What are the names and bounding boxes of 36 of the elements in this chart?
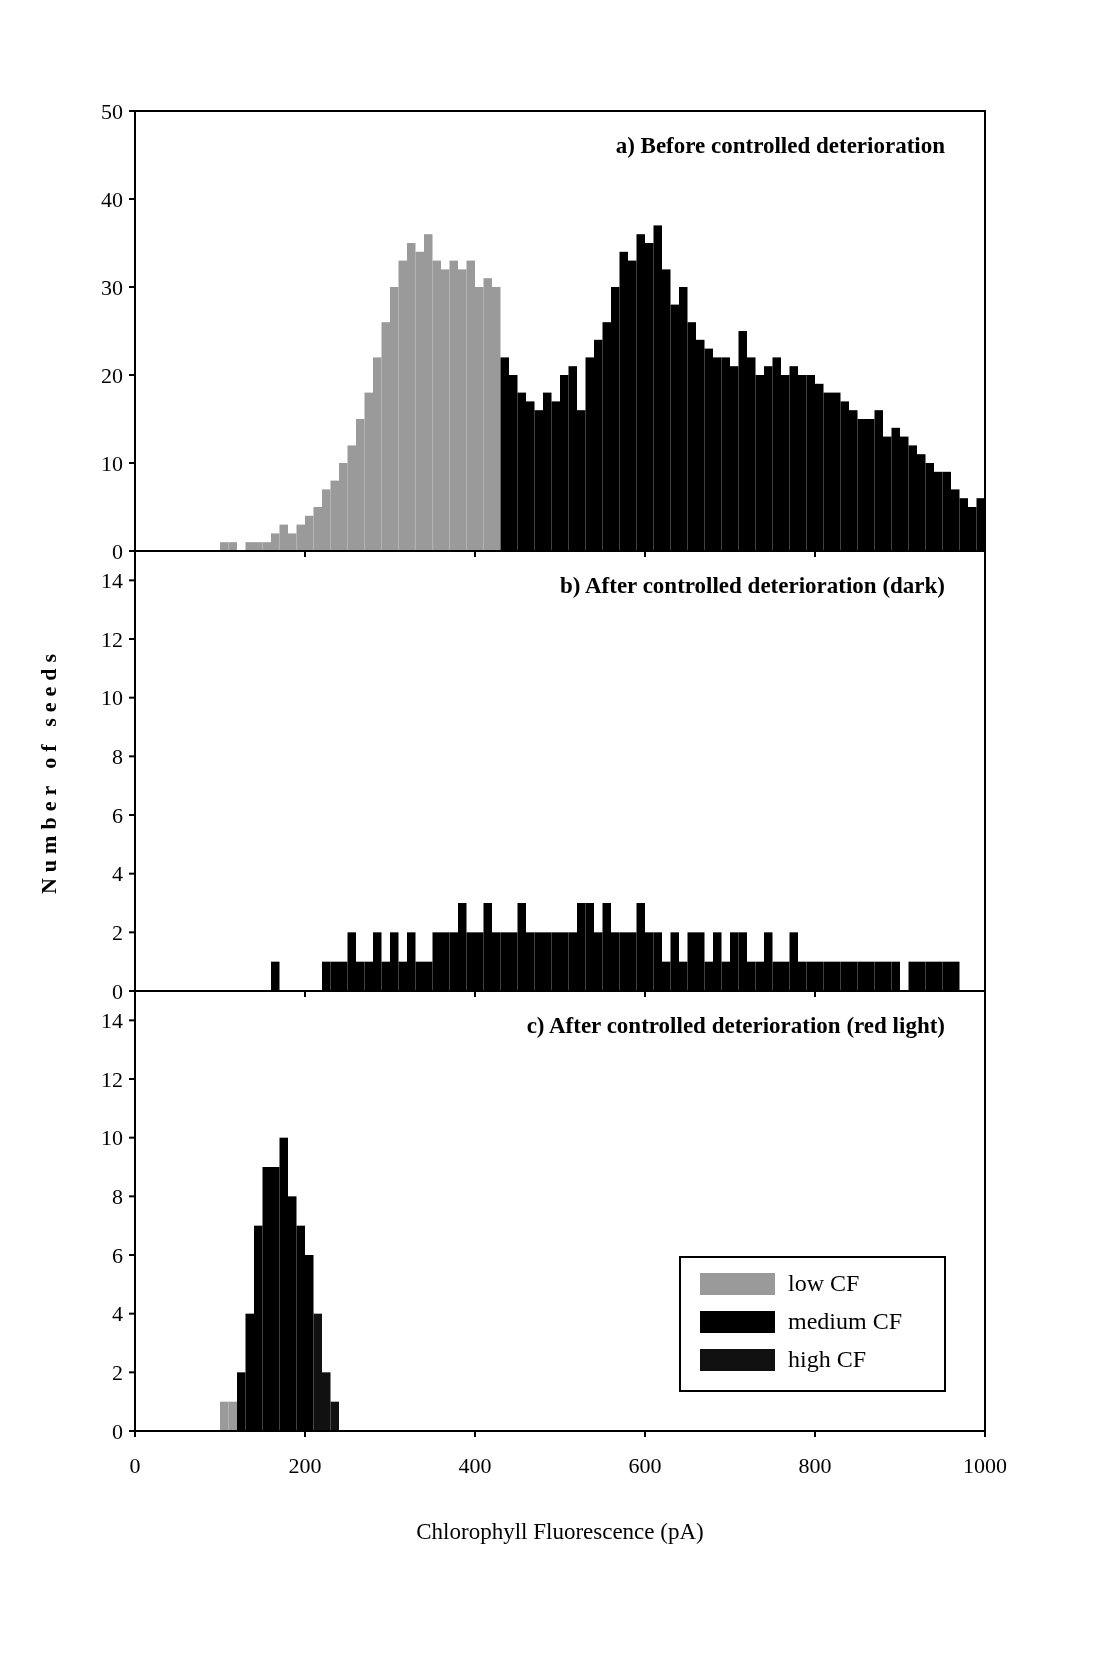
y-tick-label: 6 [112,1242,123,1268]
x-tick-label: 1000 [963,1453,1007,1478]
y-tick-label: 8 [112,1184,123,1210]
y-tick-label: 6 [112,802,123,828]
y-tick-label: 14 [101,568,123,594]
legend-label: low CF [788,1270,860,1296]
y-tick-label: 10 [101,1125,123,1151]
y-tick-label: 20 [101,362,123,388]
legend-label: high CF [788,1346,867,1372]
y-axis-title: Number of seeds [36,647,61,895]
y-tick-label: 0 [112,1418,123,1444]
legend-label: medium CF [788,1308,903,1334]
x-axis-title: Chlorophyll Fluorescence (pA) [416,1519,704,1544]
y-tick-label: 40 [101,186,123,212]
x-tick-label: 800 [798,1453,832,1478]
y-tick-label: 2 [112,1360,123,1386]
y-tick-label: 4 [112,1301,123,1327]
y-tick-label: 10 [101,450,123,476]
y-tick-label: 12 [101,626,123,652]
text: c) After controlled deterioration (red light) [526,1013,945,1038]
y-tick-label: 30 [101,274,123,300]
text: a) Before controlled deterioration [615,133,946,158]
x-tick-label: 0 [129,1453,141,1478]
x-tick-label: 600 [628,1453,662,1478]
y-tick-label: 4 [112,861,123,887]
y-tick-label: 12 [101,1066,123,1092]
y-tick-label: 0 [112,538,123,564]
y-tick-label: 2 [112,920,123,946]
y-tick-label: 8 [112,744,123,770]
x-tick-label: 200 [288,1453,322,1478]
x-tick-label: 400 [458,1453,492,1478]
y-tick-label: 50 [101,98,123,124]
y-tick-label: 10 [101,685,123,711]
text: b) After controlled deterioration (dark) [560,573,945,598]
y-tick-label: 0 [112,978,123,1004]
y-tick-label: 14 [101,1008,123,1034]
